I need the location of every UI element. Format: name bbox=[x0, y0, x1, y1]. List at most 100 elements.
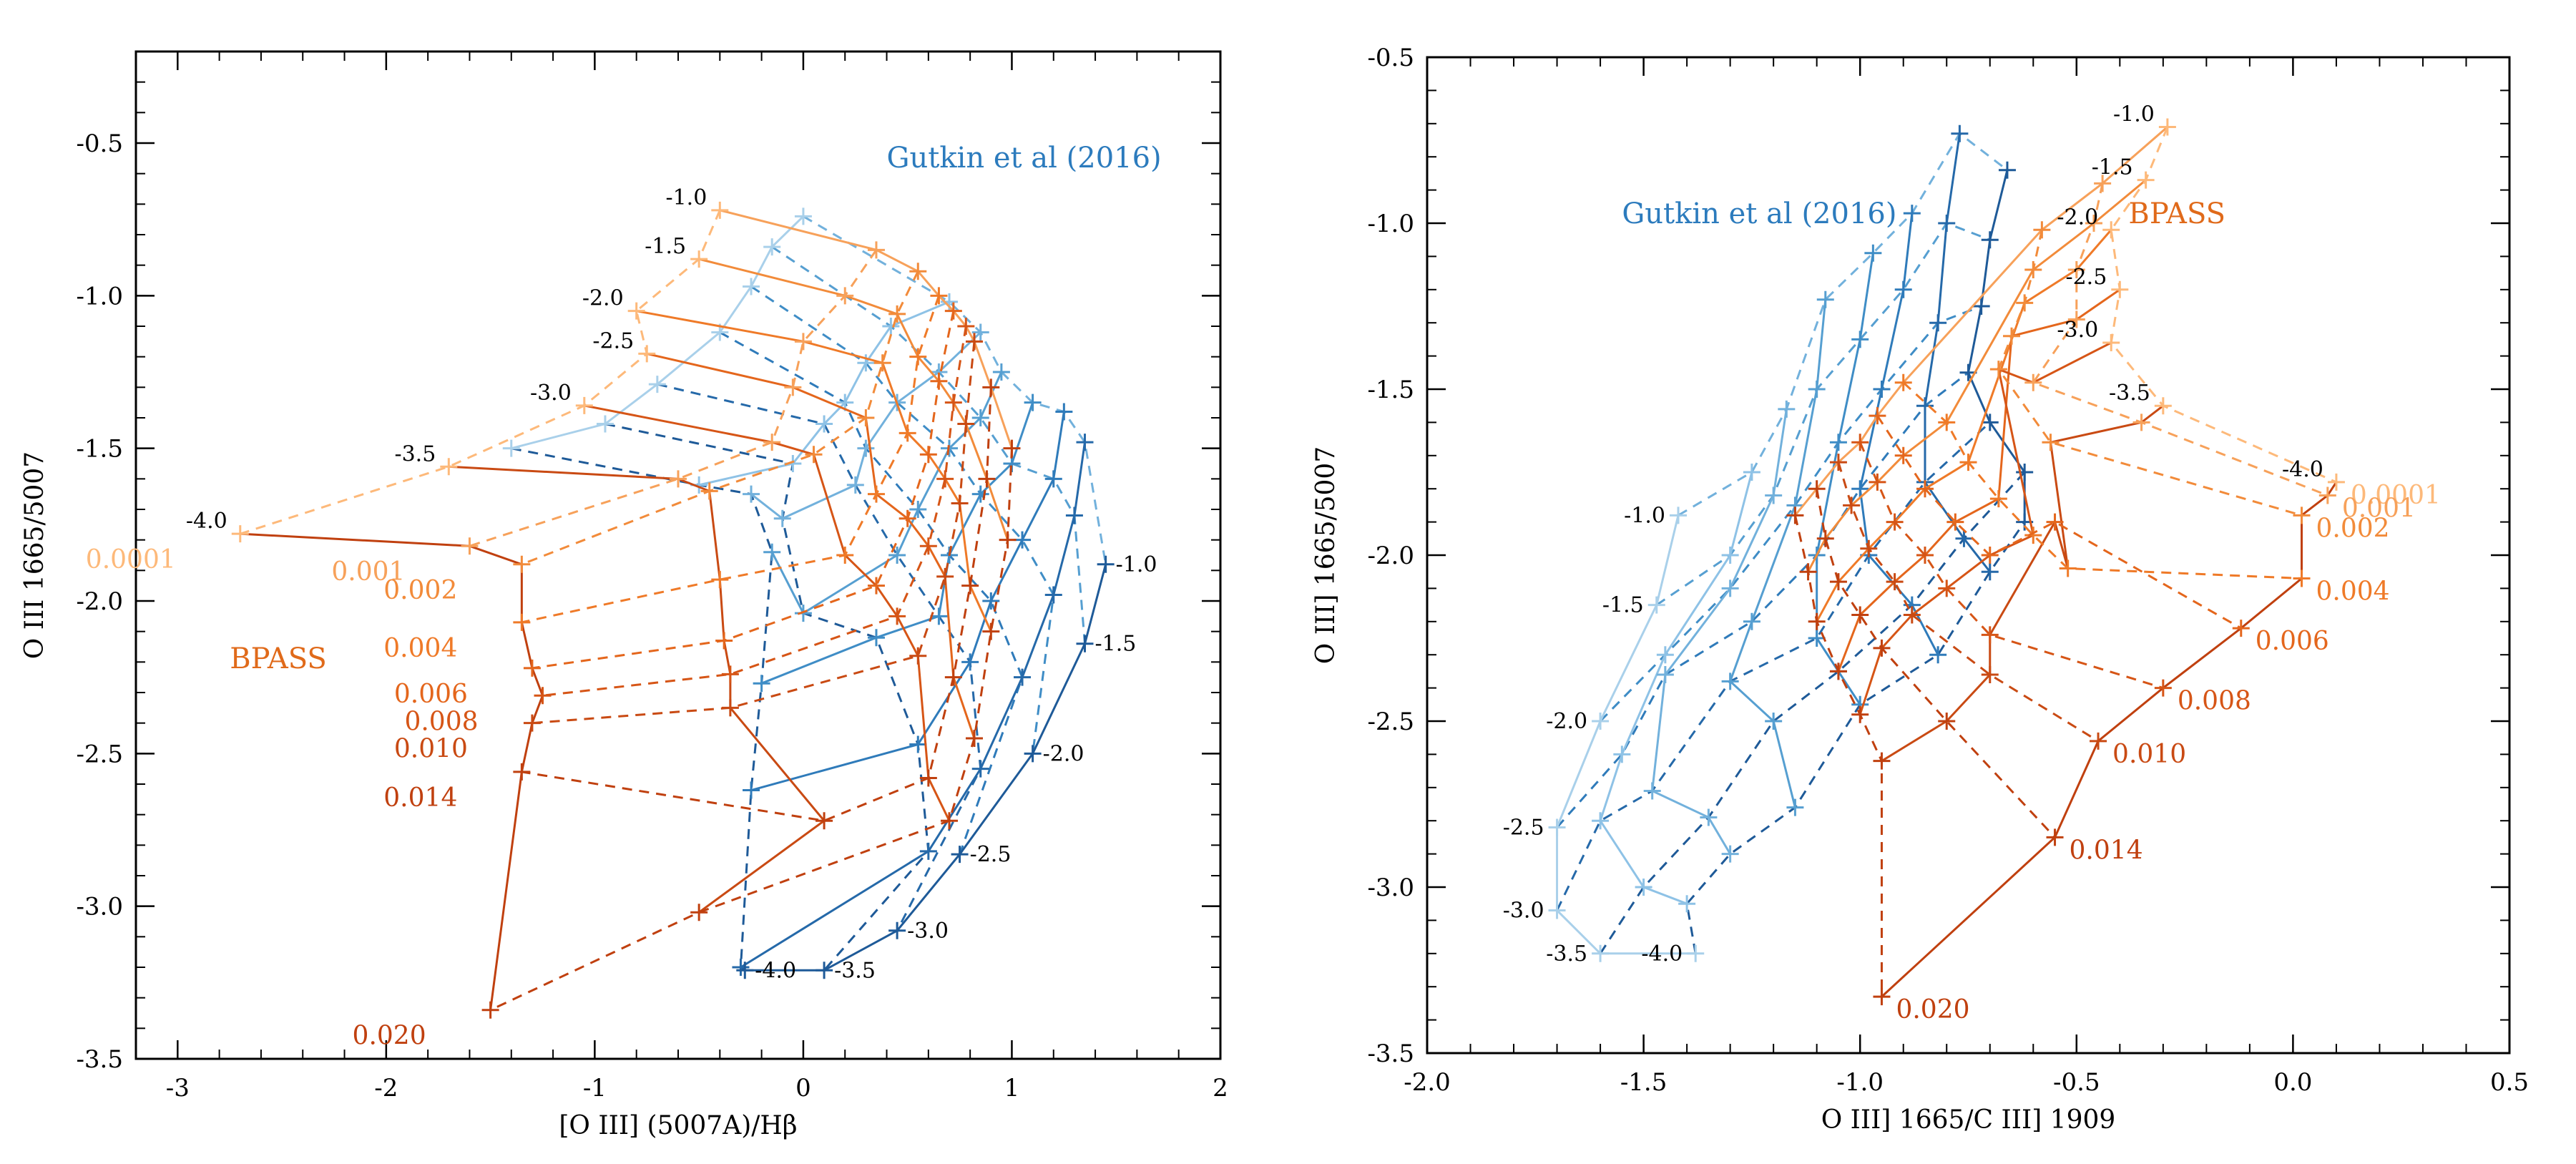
gutkin-logU-line bbox=[771, 245, 1086, 644]
gutkin-logU-line bbox=[1599, 471, 2026, 954]
bpass-logU-line bbox=[698, 258, 1009, 541]
gutkin-point bbox=[1643, 782, 1661, 800]
x-tick-label: -1.5 bbox=[1620, 1068, 1667, 1097]
bpass-point bbox=[936, 470, 954, 488]
x-tick-label: -0.5 bbox=[2053, 1068, 2100, 1097]
gutkin-title-label: Gutkin et al (2016) bbox=[1622, 197, 1896, 230]
x-tick-label: -1.0 bbox=[1836, 1068, 1884, 1097]
bpass-logU-label: -1.5 bbox=[2092, 155, 2133, 180]
bpass-point bbox=[957, 415, 975, 433]
bpass-point bbox=[909, 647, 927, 665]
gutkin-point bbox=[1972, 298, 1990, 315]
bpass-point bbox=[2067, 260, 2085, 278]
gutkin-curve bbox=[1599, 471, 1753, 905]
bpass-metallicity-line bbox=[542, 326, 967, 697]
y-tick-label: -2.5 bbox=[1367, 708, 1414, 736]
bpass-point bbox=[873, 354, 891, 372]
bpass-point bbox=[231, 525, 249, 543]
bpass-point bbox=[1873, 639, 1891, 657]
gutkin-point bbox=[648, 376, 666, 393]
gutkin-logU-line bbox=[719, 331, 1024, 855]
gutkin-logU-label: -1.5 bbox=[1602, 593, 1644, 618]
bpass-point bbox=[944, 302, 962, 320]
gutkin-point bbox=[743, 781, 760, 799]
bpass-point bbox=[2024, 527, 2042, 544]
bpass-point bbox=[1829, 662, 1847, 680]
gutkin-logU-label: -1.0 bbox=[1116, 552, 1157, 577]
bpass-point bbox=[965, 333, 983, 351]
gutkin-point bbox=[763, 543, 781, 561]
gutkin-point bbox=[888, 547, 906, 564]
bpass-logU-label: -2.5 bbox=[592, 328, 634, 353]
bpass-metallicity-label: 0.014 bbox=[383, 783, 457, 813]
bpass-point bbox=[982, 378, 1000, 396]
gutkin-point bbox=[1687, 944, 1705, 962]
bpass-metallicity-line bbox=[1902, 381, 2302, 579]
bpass-point bbox=[957, 318, 975, 335]
bpass-point bbox=[857, 409, 875, 426]
x-tick-label: 0 bbox=[795, 1074, 811, 1102]
gutkin-point bbox=[1765, 486, 1783, 504]
bpass-point bbox=[534, 687, 552, 705]
gutkin-point bbox=[971, 760, 989, 778]
bpass-point bbox=[711, 201, 729, 219]
y-tick-label: -1.5 bbox=[76, 435, 123, 464]
bpass-point bbox=[2102, 334, 2120, 352]
plot-frame bbox=[1426, 56, 2511, 1055]
gutkin-point bbox=[1097, 555, 1115, 573]
bpass-point bbox=[836, 547, 854, 564]
gutkin-logU-label: -3.0 bbox=[1503, 898, 1544, 923]
bpass-logU-line bbox=[240, 532, 544, 1010]
gutkin-point bbox=[816, 962, 833, 979]
gutkin-logU-line bbox=[803, 215, 1107, 565]
y-axis-label: O III] 1665/5007 bbox=[1311, 446, 1341, 664]
bpass-point bbox=[575, 396, 593, 414]
bpass-point bbox=[2154, 397, 2172, 415]
gutkin-point bbox=[930, 607, 948, 625]
gutkin-point bbox=[1721, 845, 1739, 863]
bpass-logU-line bbox=[1837, 288, 2121, 672]
bpass-point bbox=[2102, 221, 2120, 239]
bpass-point bbox=[1786, 507, 1804, 524]
y-axis-label: O III 1665/5007 bbox=[20, 451, 49, 659]
bpass-point bbox=[1851, 434, 1869, 451]
gutkin-logU-label: -2.5 bbox=[1503, 815, 1544, 840]
bpass-point bbox=[2158, 118, 2176, 136]
gutkin-point bbox=[763, 238, 781, 256]
bpass-point bbox=[2327, 473, 2345, 491]
gutkin-point bbox=[1721, 673, 1739, 690]
bpass-point bbox=[1843, 497, 1861, 514]
bpass-metallicity-label: 0.020 bbox=[353, 1022, 426, 1051]
y-tick-label: -1.5 bbox=[1367, 376, 1414, 404]
bpass-point bbox=[965, 730, 983, 747]
bpass-point bbox=[930, 287, 948, 305]
bpass-point bbox=[836, 287, 854, 305]
gutkin-point bbox=[971, 409, 989, 426]
bpass-point bbox=[523, 659, 541, 677]
bpass-point bbox=[1916, 480, 1934, 498]
gutkin-point bbox=[919, 842, 937, 860]
bpass-metallicity-label: 0.004 bbox=[383, 634, 457, 663]
bpass-point bbox=[909, 348, 927, 366]
y-tick-label: -1.0 bbox=[76, 282, 123, 310]
bpass-point bbox=[2024, 373, 2042, 391]
gutkin-point bbox=[1014, 531, 1032, 549]
bpass-point bbox=[982, 622, 1000, 640]
gutkin-point bbox=[753, 675, 770, 693]
bpass-point bbox=[2111, 280, 2129, 298]
bpass-logU-label: -2.0 bbox=[2057, 205, 2098, 230]
gutkin-point bbox=[816, 415, 833, 433]
gutkin-logU-line bbox=[1678, 132, 2008, 517]
bpass-logU-label: -4.0 bbox=[186, 509, 227, 534]
bpass-point bbox=[2090, 732, 2107, 750]
bpass-point bbox=[867, 485, 885, 503]
gutkin-curve bbox=[1651, 409, 1788, 855]
bpass-point bbox=[711, 571, 729, 589]
bpass-logU-line bbox=[1881, 481, 2338, 998]
gutkin-point bbox=[1998, 161, 2016, 179]
gutkin-point bbox=[1816, 290, 1834, 308]
bpass-point bbox=[1873, 988, 1891, 1006]
gutkin-logU-line bbox=[1556, 371, 1969, 828]
bpass-metallicity-label: 0.008 bbox=[404, 707, 478, 736]
